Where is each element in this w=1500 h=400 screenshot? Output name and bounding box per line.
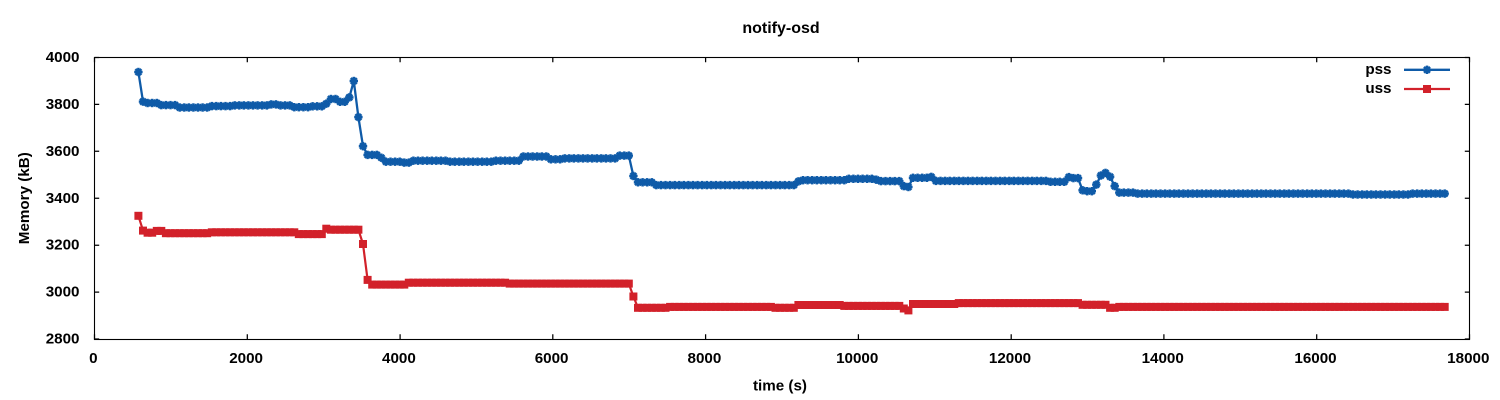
svg-text:3800: 3800 [46,96,80,113]
svg-text:3600: 3600 [46,143,80,160]
svg-text:18000: 18000 [1447,350,1489,367]
svg-text:3400: 3400 [46,190,80,207]
svg-text:0: 0 [89,350,97,367]
svg-text:8000: 8000 [688,350,722,367]
svg-text:uss: uss [1365,80,1391,97]
svg-text:6000: 6000 [535,350,569,367]
svg-text:pss: pss [1365,61,1391,78]
svg-text:Memory (kB): Memory (kB) [16,152,33,244]
svg-text:3000: 3000 [46,284,80,301]
svg-text:4000: 4000 [382,350,416,367]
svg-text:notify-osd: notify-osd [742,20,819,37]
svg-text:14000: 14000 [1142,350,1184,367]
svg-text:2800: 2800 [46,331,80,348]
svg-text:time (s): time (s) [753,377,807,394]
svg-text:2000: 2000 [229,350,263,367]
svg-text:16000: 16000 [1294,350,1336,367]
svg-text:12000: 12000 [989,350,1031,367]
svg-text:10000: 10000 [836,350,878,367]
svg-text:4000: 4000 [46,49,80,66]
svg-text:3200: 3200 [46,237,80,254]
